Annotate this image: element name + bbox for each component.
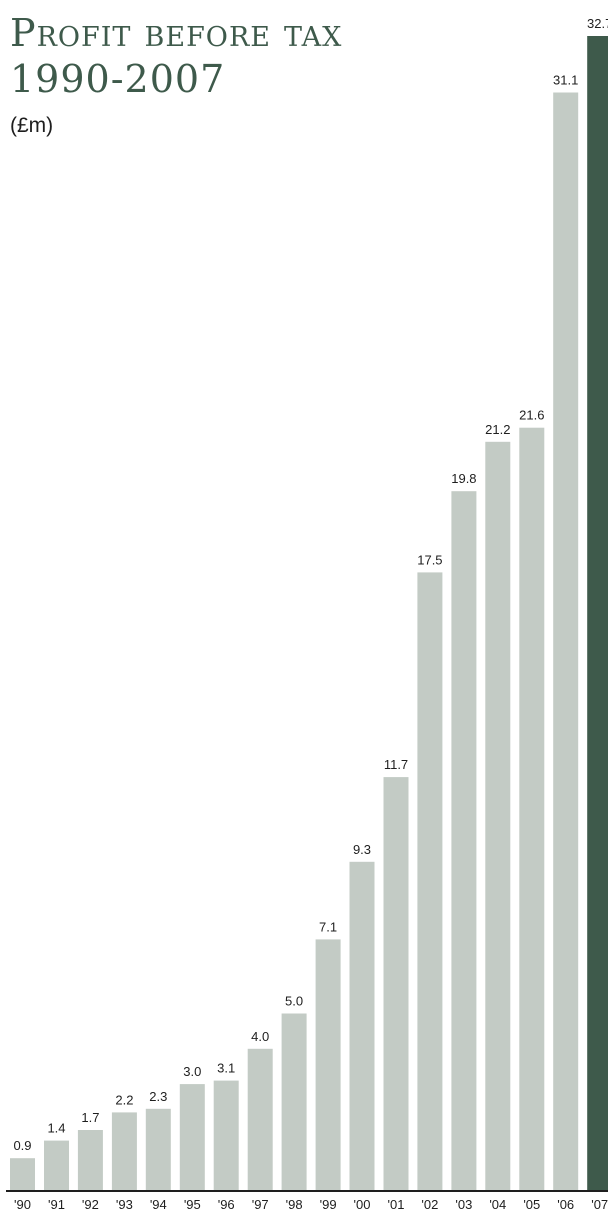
x-tick-label-03: '03 (455, 1197, 472, 1211)
value-label-05: 21.6 (519, 408, 544, 423)
bar-93 (111, 1112, 137, 1190)
chart-title-line-1: Profit before tax (10, 11, 343, 55)
x-tick-label-00: '00 (354, 1197, 371, 1211)
bar-94 (145, 1108, 171, 1190)
bar-06 (553, 92, 579, 1190)
value-label-01: 11.7 (384, 757, 408, 772)
x-tick-label-98: '98 (286, 1197, 303, 1211)
x-tick-label-94: '94 (150, 1197, 167, 1211)
x-tick-label-99: '99 (320, 1197, 337, 1211)
bar-96 (213, 1080, 239, 1190)
value-label-98: 5.0 (285, 994, 303, 1009)
chart-unit-label: (£m) (10, 114, 54, 137)
x-tick-label-90: '90 (14, 1197, 31, 1211)
x-tick-label-06: '06 (557, 1197, 574, 1211)
x-tick-label-05: '05 (523, 1197, 540, 1211)
x-tick-label-95: '95 (184, 1197, 201, 1211)
value-label-07: 32.7 (587, 16, 608, 31)
value-label-97: 4.0 (251, 1029, 269, 1044)
bar-07 (587, 36, 608, 1190)
value-label-00: 9.3 (353, 842, 371, 857)
x-tick-label-04: '04 (489, 1197, 506, 1211)
x-tick-label-91: '91 (48, 1197, 65, 1211)
bar-04 (485, 441, 511, 1190)
value-label-94: 2.3 (149, 1089, 167, 1104)
value-label-91: 1.4 (47, 1121, 65, 1136)
bar-00 (349, 861, 375, 1190)
bar-92 (77, 1130, 103, 1190)
value-label-95: 3.0 (183, 1064, 201, 1079)
x-tick-label-02: '02 (421, 1197, 438, 1211)
x-tick-label-92: '92 (82, 1197, 99, 1211)
x-tick-label-96: '96 (218, 1197, 235, 1211)
bar-97 (247, 1048, 273, 1190)
bar-02 (417, 572, 443, 1190)
bar-95 (179, 1084, 205, 1190)
x-tick-label-07: '07 (591, 1197, 608, 1211)
value-label-03: 19.8 (451, 471, 476, 486)
value-label-93: 2.2 (115, 1092, 133, 1107)
chart-title: Profit before tax 1990-2007 (10, 10, 342, 102)
x-tick-labels: '90 '91 '92 '93 '94 '95 '96 '97 '98 '99 '00 '01 '02 '… (14, 1197, 608, 1211)
value-label-02: 17.5 (417, 552, 442, 567)
bar-90 (10, 1158, 35, 1190)
bar-01 (383, 777, 409, 1190)
bars-group: 0.9 1.4 1.7 2.2 2.3 3.0 3.1 4.0 5.0 7.1 9.3 11.7 17.… (10, 16, 608, 1190)
x-tick-label-97: '97 (252, 1197, 269, 1211)
value-label-99: 7.1 (319, 919, 337, 934)
bar-91 (44, 1140, 69, 1190)
bar-05 (519, 427, 545, 1190)
bar-99 (315, 939, 341, 1190)
value-label-04: 21.2 (485, 422, 510, 437)
bar-03 (451, 491, 477, 1190)
value-label-90: 0.9 (13, 1138, 31, 1153)
value-label-06: 31.1 (553, 73, 578, 88)
x-tick-label-01: '01 (388, 1197, 405, 1211)
chart-title-line-2: 1990-2007 (10, 57, 226, 101)
value-label-92: 1.7 (81, 1110, 99, 1125)
value-label-96: 3.1 (217, 1061, 235, 1076)
x-tick-label-93: '93 (116, 1197, 133, 1211)
bar-98 (281, 1013, 307, 1190)
